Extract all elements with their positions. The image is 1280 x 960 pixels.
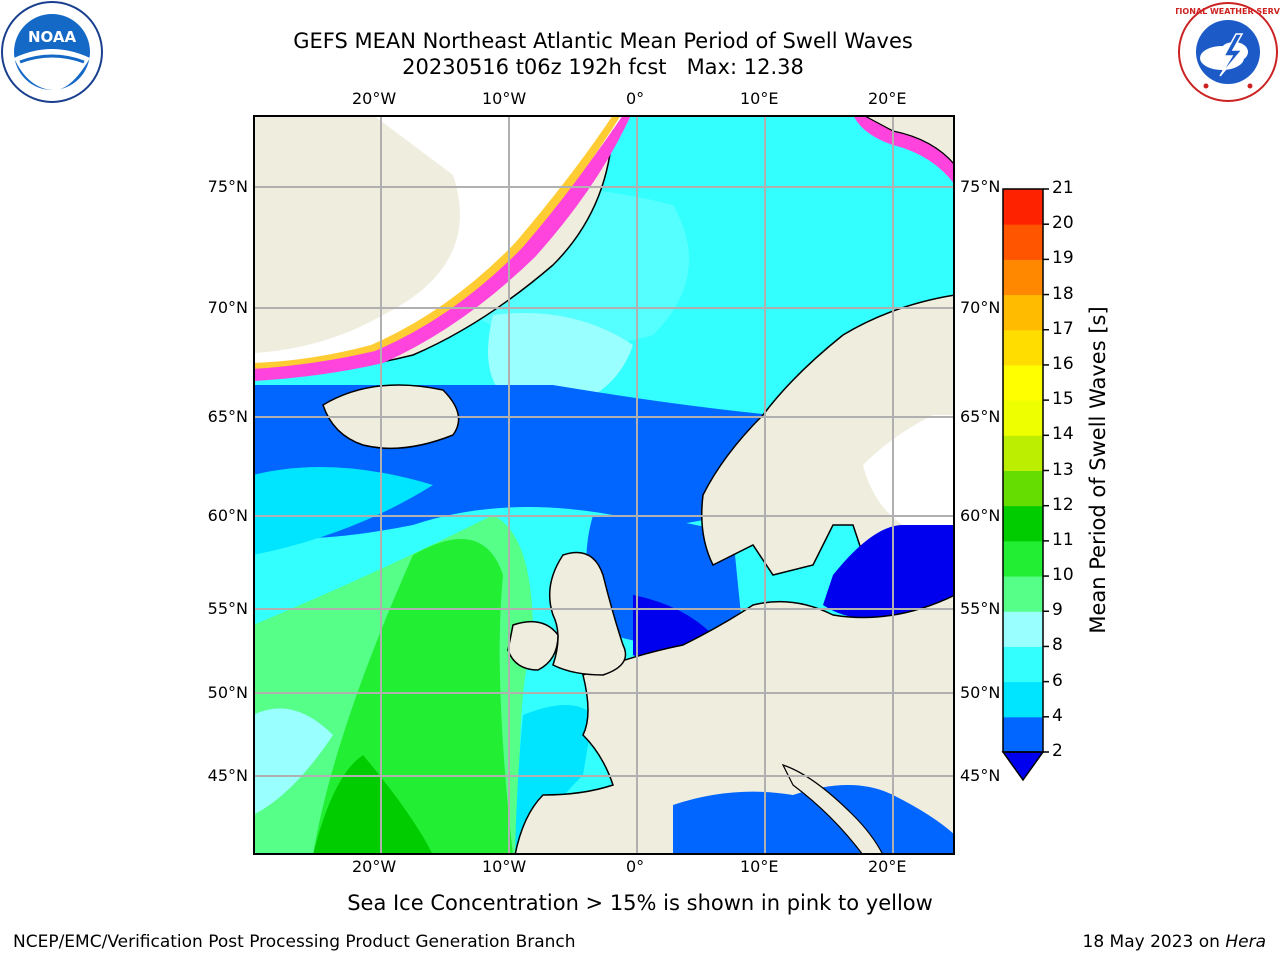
colorbar-segment [1003,611,1043,647]
lat-label-left-45n: 45°N [207,766,248,785]
sea-ice-edge-pink [253,115,631,381]
colorbar-tick-label: 6 [1052,670,1063,691]
lat-label-right-60n: 60°N [960,506,1001,525]
ireland-land [507,620,559,671]
colorbar-tick-label: 13 [1052,459,1074,480]
sea-ice-caption: Sea Ice Concentration > 15% is shown in … [347,891,933,915]
colorbar-segment [1003,505,1043,542]
lon-label-top-10w: 10°W [482,89,527,108]
colorbar-tick-label: 9 [1052,600,1063,621]
map-title-line2: 20230516 t06z 192h fcst Max: 12.38 [402,55,804,79]
swell-band-4-6 [253,467,433,555]
map-title-line1: GEFS MEAN Northeast Atlantic Mean Period… [293,29,913,53]
colorbar-tick-label: 14 [1052,424,1074,445]
colorbar-tick-label: 10 [1052,565,1074,586]
colorbar-segment [1003,435,1043,471]
colorbar-segment [1003,189,1043,225]
colorbar-segment [1003,540,1043,577]
nws-logo-text: NATIONAL WEATHER SERVICE [1176,7,1280,16]
colorbar-segment [1003,646,1043,683]
colorbar-segment [1003,400,1043,436]
nws-logo: NATIONAL WEATHER SERVICE [1176,2,1280,102]
colorbar-label: Mean Period of Swell Waves [s] [1086,306,1110,634]
lon-label-bottom-0: 0° [626,857,645,876]
lon-label-top-20e: 20°E [868,89,907,108]
colorbar-tick-label: 19 [1052,248,1074,269]
map-frame [253,115,955,855]
lon-label-top-0: 0° [626,89,645,108]
lat-label-right-50n: 50°N [960,683,1001,702]
colorbar-tick-label: 2 [1052,741,1063,761]
colorbar-tick-label: 21 [1052,178,1074,198]
lon-label-top-20w: 20°W [352,89,397,108]
colorbar-tick-label: 16 [1052,353,1074,374]
colorbar-tick-marks [1043,188,1049,753]
lat-label-right-70n: 70°N [960,298,1001,317]
lat-label-right-55n: 55°N [960,599,1001,618]
colorbar [1001,188,1049,782]
swell-band-2-4-northsea [586,515,743,645]
colorbar-segment [1003,576,1043,612]
lon-label-bottom-10w: 10°W [482,857,527,876]
lat-label-right-75n: 75°N [960,177,1001,196]
noaa-logo: NOAA [1,1,103,103]
colorbar-segment [1003,364,1043,401]
swell-period-map[interactable] [253,115,955,855]
graticule [253,115,955,855]
lat-label-left-50n: 50°N [207,683,248,702]
colorbar-tick-label: 15 [1052,389,1074,410]
footer-date-text: 18 May 2023 on [1082,932,1226,952]
colorbar-segment [1003,681,1043,718]
lat-label-right-65n: 65°N [960,407,1001,426]
colorbar-segment [1003,470,1043,507]
great-britain-land [548,551,627,676]
lat-label-right-45n: 45°N [960,766,1001,785]
lat-label-left-75n: 75°N [207,177,248,196]
colorbar-segment [1003,716,1043,753]
colorbar-tick-label: 12 [1052,494,1074,515]
lat-label-left-60n: 60°N [207,506,248,525]
swell-band-8-9-west [253,708,333,815]
lon-label-top-10e: 10°E [740,89,779,108]
lon-label-bottom-10e: 10°E [740,857,779,876]
colorbar-segments [1003,189,1043,753]
colorbar-tick-label: 20 [1052,213,1074,234]
lon-label-bottom-20e: 20°E [868,857,907,876]
lat-label-left-55n: 55°N [207,599,248,618]
mediterranean-sea [673,785,955,855]
colorbar-segment [1003,224,1043,260]
sea-ice-interior [253,115,623,367]
bothnia-nodata [863,415,955,525]
colorbar-tick-label: 11 [1052,529,1074,550]
baltic-sea [823,525,955,619]
colorbar-tick-label: 17 [1052,318,1074,339]
colorbar-tick-label: 4 [1052,705,1063,726]
colorbar-segment [1003,329,1043,366]
colorbar-segment [1003,294,1043,331]
colorbar-tick-label: 18 [1052,283,1074,304]
lon-label-bottom-20w: 20°W [352,857,397,876]
colorbar-segment [1003,259,1043,296]
swell-band-11-12 [313,755,433,855]
italy-land [781,763,884,855]
noaa-logo-text: NOAA [28,28,77,46]
footer-branch: NCEP/EMC/Verification Post Processing Pr… [13,932,576,952]
footer-host: Hera [1225,932,1266,952]
footer-date: 18 May 2023 on Hera [1083,932,1267,952]
lat-label-left-70n: 70°N [207,298,248,317]
colorbar-tick-label: 8 [1052,635,1063,656]
lat-label-left-65n: 65°N [207,407,248,426]
colorbar-extend-triangle [1001,751,1045,782]
